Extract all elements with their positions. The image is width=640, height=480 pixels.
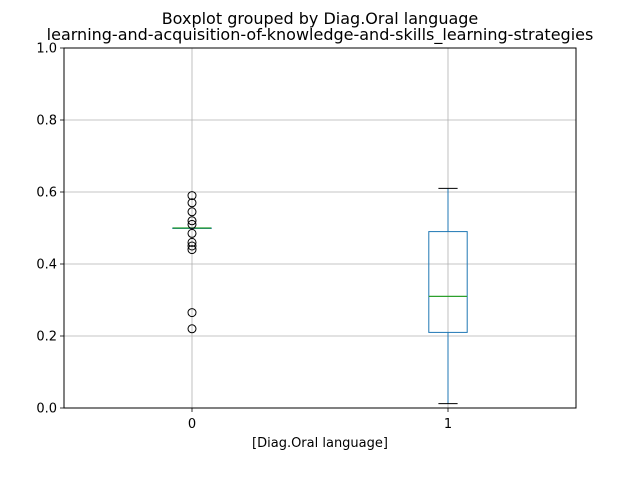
outlier-point [187,191,197,201]
y-tick-label: 0.8 [36,114,57,129]
y-tick-label: 0.6 [36,186,57,201]
tick-layer: 0.0 0.2 0.4 0.6 0.8 1.0 0 1 [36,42,452,433]
outlier-point [187,228,197,238]
chart-title: Boxplot grouped by Diag.Oral language [162,9,479,28]
x-axis-label: [Diag.Oral language] [252,436,388,451]
outlier-point [187,237,197,247]
y-tick-label: 0.0 [36,402,57,417]
outlier-point [187,241,197,251]
outlier-point [187,219,197,229]
y-tick-label: 0.4 [36,258,57,273]
outlier-point [187,207,197,217]
box-iqr [428,231,468,333]
plot-frame [63,47,577,409]
outlier-point [187,216,197,226]
chart-subtitle: learning-and-acquisition-of-knowledge-an… [47,25,594,45]
outlier-point [187,198,197,208]
box-layer [172,187,468,405]
outlier-point [187,245,197,255]
outlier-point [187,324,197,334]
grid-layer [64,47,576,409]
y-tick-label: 1.0 [36,42,57,57]
x-tick-label: 0 [188,417,196,432]
x-tick-label: 1 [444,417,452,432]
outlier-point [187,308,197,318]
y-tick-label: 0.2 [36,330,57,345]
